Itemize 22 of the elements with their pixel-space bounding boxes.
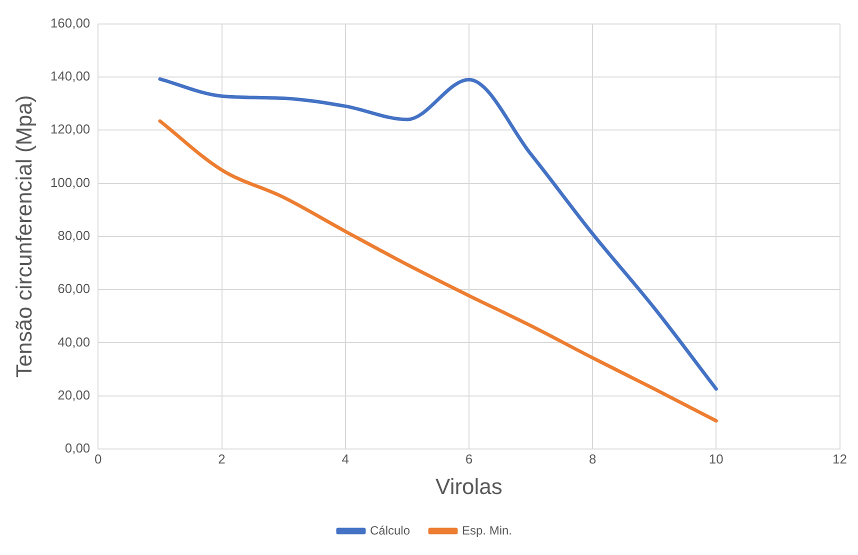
y-tick-label: 120,00	[50, 122, 90, 137]
line-series	[158, 119, 718, 423]
y-tick-label: 80,00	[58, 228, 90, 243]
x-tick-label: 8	[588, 451, 596, 466]
y-tick-label: 20,00	[58, 387, 90, 402]
x-tick-label: 12	[832, 451, 848, 466]
legend-label: Esp. Min.	[462, 523, 512, 538]
x-tick-label: 4	[342, 451, 349, 466]
y-tick-label: 40,00	[58, 334, 90, 350]
x-tick-label: 6	[465, 451, 473, 466]
y-axis-title: Tensão circunferencial (Mpa)	[11, 95, 36, 378]
y-tick-label: 160,00	[50, 15, 90, 30]
line-series	[158, 77, 718, 391]
x-tick-label: 10	[708, 451, 724, 466]
legend-label: Cálculo	[370, 523, 410, 538]
y-tick-label: 100,00	[50, 174, 90, 190]
y-tick-label: 60,00	[58, 281, 90, 296]
x-axis-title: Virolas	[436, 474, 502, 499]
x-tick-label: 2	[218, 451, 226, 466]
y-tick-label: 0,00	[64, 440, 90, 456]
x-tick-label: 0	[94, 451, 102, 466]
y-tick-label: 140,00	[50, 68, 90, 84]
